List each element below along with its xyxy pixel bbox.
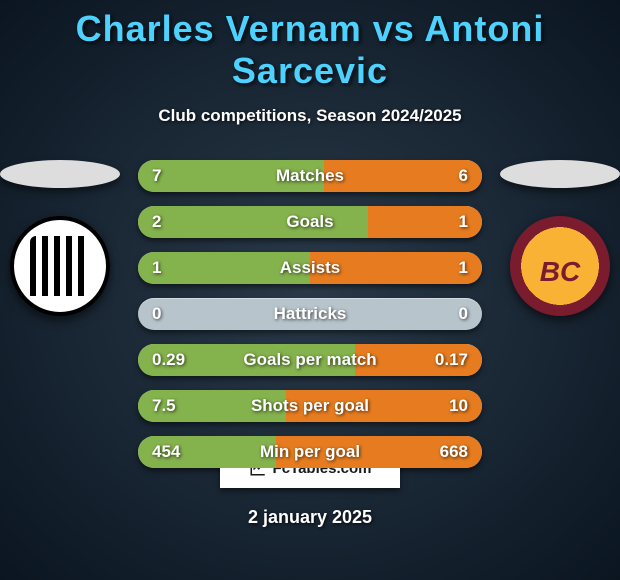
player-left-photo — [0, 160, 120, 188]
stat-label: Shots per goal — [251, 396, 369, 416]
stat-row: 2 1 Goals — [138, 206, 482, 238]
stats-list: 7 6 Matches 2 1 Goals 1 1 Assists 0 0 Hattricks 0.29… — [138, 160, 482, 482]
stat-value-left: 1 — [152, 252, 161, 284]
subtitle: Club competitions, Season 2024/2025 — [0, 106, 620, 126]
page-title: Charles Vernam vs Antoni Sarcevic — [0, 0, 620, 92]
stat-value-right: 1 — [459, 206, 468, 238]
bradford-initials: BC — [540, 256, 580, 288]
stat-label: Goals — [286, 212, 333, 232]
date-text: 2 january 2025 — [0, 507, 620, 528]
stat-value-left: 2 — [152, 206, 161, 238]
stat-row: 0.29 0.17 Goals per match — [138, 344, 482, 376]
stat-value-right: 6 — [459, 160, 468, 192]
stat-value-left: 454 — [152, 436, 180, 468]
stat-row: 454 668 Min per goal — [138, 436, 482, 468]
stat-value-right: 668 — [440, 436, 468, 468]
stat-value-left: 0 — [152, 298, 161, 330]
stat-value-left: 7.5 — [152, 390, 176, 422]
stat-value-right: 0 — [459, 298, 468, 330]
stat-label: Matches — [276, 166, 344, 186]
stat-row: 1 1 Assists — [138, 252, 482, 284]
stat-label: Assists — [280, 258, 340, 278]
stat-row: 7 6 Matches — [138, 160, 482, 192]
stat-value-left: 0.29 — [152, 344, 185, 376]
club-crest-grimsby — [10, 216, 110, 316]
stat-label: Goals per match — [243, 350, 376, 370]
stat-value-right: 10 — [449, 390, 468, 422]
stat-value-right: 1 — [459, 252, 468, 284]
stat-row: 0 0 Hattricks — [138, 298, 482, 330]
player-left-column — [0, 160, 120, 316]
comparison-area: BC 76Matches21Goals11Assists00Hattricks0… — [0, 160, 620, 500]
stat-label: Min per goal — [260, 442, 360, 462]
stat-label: Hattricks — [274, 304, 347, 324]
stat-value-right: 0.17 — [435, 344, 468, 376]
club-crest-bradford: BC — [510, 216, 610, 316]
stat-value-left: 7 — [152, 160, 161, 192]
player-right-column: BC — [500, 160, 620, 316]
stat-row: 7.5 10 Shots per goal — [138, 390, 482, 422]
player-right-photo — [500, 160, 620, 188]
